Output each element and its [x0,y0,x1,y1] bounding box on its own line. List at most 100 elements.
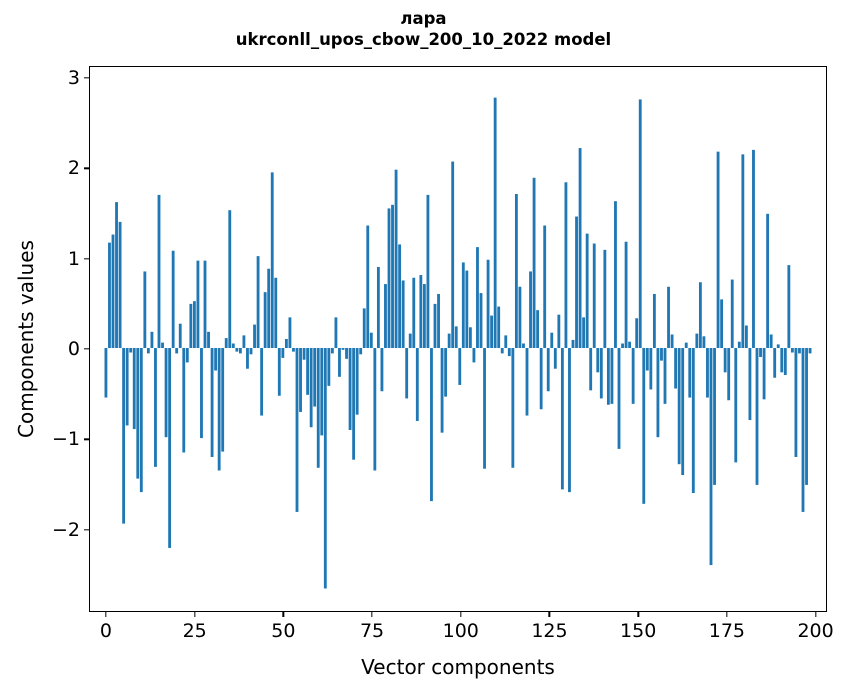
bar [323,348,327,589]
bar [674,348,678,389]
bar [306,348,310,395]
bar [444,348,448,397]
bar [660,348,663,361]
chart-title-line2: ukrconll_upos_cbow_200_10_2022 model [235,30,612,50]
x-tick-label: 0 [99,620,112,642]
bar [748,348,752,421]
bar [376,266,380,349]
bar [338,348,341,377]
bar [500,348,504,354]
bar [603,249,607,349]
bar [702,336,706,349]
bar [366,225,370,349]
bar [734,348,738,463]
bar [468,327,472,349]
bar [422,284,426,349]
bar [281,348,285,358]
bar [203,260,207,349]
x-tick-mark [726,611,728,617]
bar [476,247,479,349]
x-tick-mark [548,611,551,617]
bar [111,234,115,349]
bar [369,332,373,349]
bar [217,348,221,471]
bar [221,348,225,452]
bar [507,348,511,357]
x-tick-mark [371,611,373,617]
bar [582,317,586,349]
bar [553,348,557,369]
x-tick-mark [460,611,462,617]
bar [168,348,172,548]
bar [787,265,791,349]
bar [560,348,564,490]
x-tick-mark [193,611,196,617]
bar [214,348,218,371]
bar [122,348,126,524]
bar [741,154,745,349]
bar [766,213,770,349]
bar [154,348,157,467]
bar [798,348,801,354]
y-tick-label: 3 [67,66,80,89]
bar [295,348,299,512]
x-tick-mark [637,611,639,617]
bar [345,348,348,359]
bar [284,339,288,349]
bar [776,344,780,349]
bar [246,348,249,369]
bar [752,149,755,349]
bar [698,282,702,349]
bar [663,348,667,404]
bar [118,221,122,349]
bar [309,348,313,428]
bar [638,99,642,349]
bar [415,348,419,421]
bar [514,193,518,349]
bar [161,342,164,349]
bar [557,314,561,349]
bar [352,348,356,460]
y-tick-mark [84,529,90,531]
bar [621,343,624,349]
bar [132,348,136,430]
bar [624,241,628,349]
y-tick-label: 2 [67,157,80,180]
bar [532,177,536,349]
bar [472,348,476,363]
bar [263,292,267,349]
bar [465,270,469,349]
bar [628,341,632,349]
bar [723,348,727,373]
bar [511,348,515,468]
bar [691,348,695,494]
bar [780,348,784,373]
y-tick-mark [84,167,90,169]
bar [635,318,639,349]
bar [670,334,674,349]
bar [617,348,621,449]
bar [716,151,720,349]
bar [430,348,433,502]
bar [129,348,133,353]
bar [104,348,108,398]
bar [146,348,150,354]
bar [681,348,685,475]
bar [518,286,522,349]
bar [274,277,278,349]
bar [210,348,214,457]
bar [150,331,154,349]
bar [790,348,794,353]
bar [522,343,525,349]
bar [108,242,111,348]
y-tick-label: 1 [67,247,80,270]
plot-area: −2 −1 0 1 2 3 0 25 50 75 100 125 150 175 200 [52,66,834,642]
bar [479,293,483,349]
bar [408,333,412,349]
bar [458,348,462,385]
bar [175,348,179,354]
bar [235,348,239,352]
bar [783,348,787,376]
bar [599,348,603,399]
